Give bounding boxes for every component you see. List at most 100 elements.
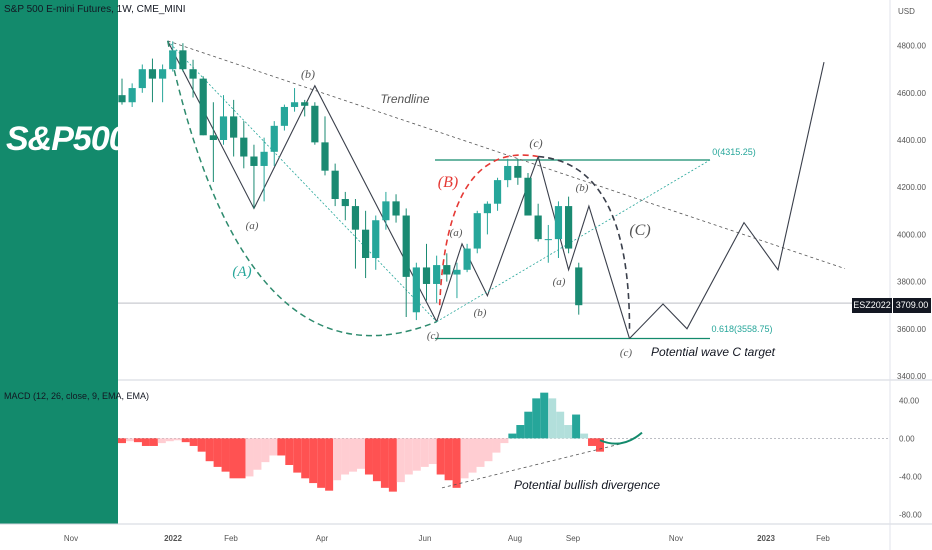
candle-body: [321, 142, 329, 171]
annotations: (b) (a) (A) Trendline (c) (B) (a) (b) (c) (b) (a) (…: [232, 67, 775, 492]
price-tick-label: 4200.00: [897, 183, 926, 192]
brand-title: S&P500: [6, 120, 128, 158]
wave-label: (b): [301, 67, 315, 81]
candle-body: [351, 206, 360, 230]
currency-label: USD: [898, 7, 915, 16]
macd-bar: [492, 438, 501, 453]
time-tick-label: Jun: [419, 534, 432, 543]
macd-bar: [133, 438, 142, 443]
time-tick-label: 2022: [164, 534, 182, 543]
time-tick-label: Apr: [316, 534, 329, 543]
wave-label: 0(4315.25): [712, 147, 756, 157]
price-tag-value: 3709.00: [893, 298, 931, 313]
macd-tick-label: -40.00: [899, 472, 922, 481]
macd-bar: [237, 438, 246, 479]
wave-label: (b): [474, 307, 487, 319]
macd-bar: [149, 438, 158, 446]
macd-bar: [404, 438, 413, 475]
macd-bar: [213, 438, 222, 467]
macd-bar: [564, 425, 573, 439]
time-tick-label: 2023: [757, 534, 775, 543]
macd-bar: [173, 438, 182, 441]
candle-body: [443, 265, 451, 275]
candle-body: [362, 229, 370, 258]
wave-lines: [166, 40, 846, 339]
symbol-title: S&P 500 E-mini Futures, 1W, CME_MINI: [4, 4, 186, 15]
macd-bar: [317, 438, 326, 488]
price-tick-label: 3600.00: [897, 325, 926, 334]
macd-bar: [197, 438, 206, 452]
macd-bar: [540, 392, 549, 439]
price-tick-label: 4000.00: [897, 230, 926, 239]
time-tick-label: Nov: [669, 534, 683, 543]
macd-bar: [293, 438, 302, 473]
time-tick-label: Sep: [566, 534, 581, 543]
candle-body: [504, 165, 512, 181]
wave-label: Potential wave C target: [651, 345, 776, 359]
x-axis: Nov 2022 Feb Apr Jun Aug Sep Nov 2023 Feb: [64, 534, 831, 543]
candle-body: [118, 95, 126, 103]
candle-body: [412, 267, 420, 313]
candle-body: [280, 106, 288, 126]
candle-body: [473, 213, 481, 249]
candle-body: [290, 102, 299, 107]
macd-bar: [508, 433, 517, 439]
wave-b-arc: [438, 154, 539, 306]
candles: [118, 41, 583, 321]
price-tick-label: 4800.00: [897, 42, 926, 51]
macd-bar: [516, 425, 525, 439]
candle-body: [179, 50, 187, 70]
candle-body: [169, 50, 177, 70]
macd-bar: [125, 438, 134, 442]
candle-body: [138, 69, 146, 89]
wave-label: (b): [576, 182, 589, 194]
candle-body: [128, 88, 136, 103]
candle-body: [493, 180, 502, 204]
candle-body: [148, 69, 157, 79]
candle-body: [544, 239, 552, 241]
macd-bar: [333, 438, 342, 481]
macd-bar: [277, 438, 286, 456]
macd-bar: [309, 438, 318, 484]
channel-line: [436, 159, 711, 323]
wave-label: 0.618(3558.75): [711, 324, 772, 334]
macd-bar: [532, 398, 541, 439]
macd-bar: [572, 414, 581, 439]
price-tick-label: 4600.00: [897, 89, 926, 98]
macd-bar: [221, 438, 230, 472]
macd-bar: [364, 438, 373, 475]
candle-body: [189, 69, 197, 79]
price-tick-label: 3400.00: [897, 372, 926, 381]
macd-bar: [372, 438, 381, 482]
price-tick-label: 3800.00: [897, 278, 926, 287]
candle-body: [534, 215, 542, 240]
macd-bar: [261, 438, 270, 463]
macd-bar: [118, 438, 126, 444]
candle-body: [209, 135, 217, 140]
projected-path: [629, 62, 825, 339]
macd-bar: [396, 438, 405, 483]
macd-bar: [357, 438, 365, 469]
channel-line: [167, 40, 437, 322]
divergence-label: Potential bullish divergence: [514, 478, 660, 492]
brand-band: [0, 0, 118, 524]
candle-body: [372, 220, 380, 258]
macd-tick-label: 0.00: [899, 434, 915, 443]
candle-body: [575, 267, 583, 306]
candle-body: [240, 137, 248, 157]
price-tick-label: 4400.00: [897, 136, 926, 145]
trendline: [167, 40, 846, 269]
candle-body: [433, 265, 441, 284]
price-tag-symbol: ESZ2022: [852, 298, 892, 313]
wave-label: (a): [553, 276, 566, 288]
wave-label: (a): [246, 220, 259, 232]
wave-label: (c): [529, 136, 542, 150]
macd-bar: [269, 438, 278, 456]
macd-bar: [524, 411, 533, 439]
macd-bar: [420, 438, 429, 467]
candle-body: [453, 269, 461, 275]
macd-bar: [157, 438, 166, 444]
macd-bar: [452, 438, 461, 488]
candle-body: [219, 116, 228, 140]
